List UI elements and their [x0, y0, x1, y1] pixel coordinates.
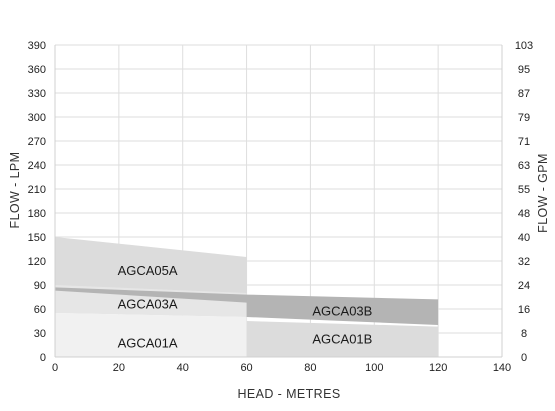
y2-tick-label: 16 [518, 304, 530, 316]
region-agca01b [246, 321, 439, 357]
y2-tick-label: 32 [518, 256, 530, 268]
x-tick-label: 120 [429, 362, 447, 374]
x-axis-ticks: 0 20 40 60 80 100 120 140 [52, 362, 511, 374]
y2-tick-label: 24 [518, 280, 530, 292]
y2-tick-label: 71 [518, 136, 530, 148]
region-label-agca05a: AGCA05A [118, 263, 178, 278]
x-tick-label: 60 [240, 362, 252, 374]
y2-axis-title: FLOW - GPM [536, 153, 550, 233]
y2-tick-label: 8 [521, 328, 527, 340]
y-tick-label: 60 [34, 304, 46, 316]
y-tick-label: 270 [28, 136, 46, 148]
x-tick-label: 0 [52, 362, 58, 374]
y-tick-label: 390 [28, 40, 46, 52]
y2-tick-label: 40 [518, 232, 530, 244]
y-tick-label: 180 [28, 208, 46, 220]
y2-tick-label: 63 [518, 160, 530, 172]
y2-tick-label: 0 [521, 352, 527, 364]
y-axis-ticks: 0 30 60 90 120 150 180 210 240 270 300 330 360 390 [28, 40, 46, 364]
region-agca01a [55, 313, 247, 357]
x-tick-label: 40 [177, 362, 189, 374]
x-tick-label: 80 [304, 362, 316, 374]
x-tick-label: 20 [113, 362, 125, 374]
y-tick-label: 360 [28, 64, 46, 76]
pump-regions [55, 237, 439, 357]
x-tick-label: 100 [365, 362, 383, 374]
y-tick-label: 150 [28, 232, 46, 244]
y2-tick-label: 87 [518, 88, 530, 100]
y-tick-label: 330 [28, 88, 46, 100]
y-tick-label: 240 [28, 160, 46, 172]
region-label-agca03b: AGCA03B [312, 304, 372, 319]
x-tick-label: 140 [493, 362, 511, 374]
region-labels: AGCA05A AGCA03A AGCA01A AGCA03B AGCA01B [118, 263, 373, 351]
y2-tick-label: 55 [518, 184, 530, 196]
y2-tick-label: 48 [518, 208, 530, 220]
y-axis-title: FLOW - LPM [8, 152, 22, 229]
y-tick-label: 90 [34, 280, 46, 292]
region-label-agca01b: AGCA01B [312, 332, 372, 347]
region-label-agca01a: AGCA01A [118, 336, 178, 351]
y-tick-label: 210 [28, 184, 46, 196]
y-tick-label: 0 [40, 352, 46, 364]
y2-tick-label: 103 [515, 40, 533, 52]
y2-tick-label: 79 [518, 112, 530, 124]
y2-axis-ticks: 0 8 16 24 32 40 48 55 63 71 79 87 95 103 [515, 40, 533, 364]
y2-tick-label: 95 [518, 64, 530, 76]
region-agca05a [55, 237, 247, 297]
plot-frame [54, 45, 503, 358]
x-axis-title: HEAD - METRES [237, 387, 340, 401]
y-tick-label: 30 [34, 328, 46, 340]
region-agca03b [55, 287, 439, 325]
y-tick-label: 300 [28, 112, 46, 124]
y-tick-label: 120 [28, 256, 46, 268]
region-label-agca03a: AGCA03A [118, 296, 178, 311]
